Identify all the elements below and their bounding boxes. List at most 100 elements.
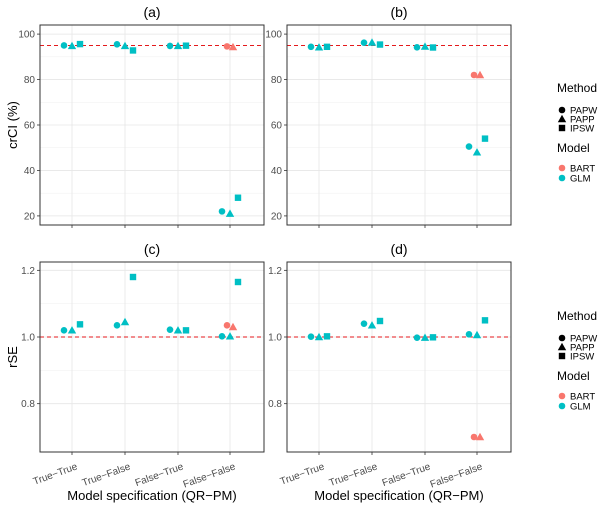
legend-marker-glm: [558, 174, 566, 182]
legend-layer: MethodPAPWPAPPIPSWModelBARTGLMMethodPAPW…: [557, 81, 597, 413]
data-point-bart-papw: [470, 433, 478, 441]
y-tick-label: 20: [271, 211, 283, 222]
y-tick-label: 60: [271, 121, 283, 132]
data-point-glm-papw: [113, 41, 121, 48]
data-point-bart-papw: [223, 322, 231, 329]
x-tick-label: True−False: [328, 461, 380, 489]
data-point-glm-papp: [420, 333, 430, 341]
y-tick-label: 60: [24, 121, 36, 132]
data-point-glm-papp: [314, 332, 324, 341]
data-point-bart-papw: [223, 43, 231, 50]
data-point-glm-papw: [113, 322, 121, 329]
data-point-glm-papw: [307, 333, 315, 340]
panel--b-: (b) 20 40 60 80 100: [265, 4, 512, 228]
x-tick-label: False−True: [381, 461, 433, 489]
data-point-glm-ipsw: [129, 273, 137, 281]
legend-marker-papw: [558, 334, 566, 342]
data-point-glm-papp: [472, 330, 482, 339]
legend-label-ipsw: IPSW: [570, 124, 594, 135]
x-tick-label: True−False: [81, 461, 133, 489]
y-tick-label: 40: [24, 166, 36, 177]
data-point-glm-papw: [413, 334, 421, 341]
legend-marker-bart: [558, 164, 566, 172]
data-point-glm-ipsw: [481, 317, 489, 324]
data-point-glm-papw: [465, 143, 473, 150]
x-tick-label: True−True: [32, 461, 80, 487]
y-tick-label: 80: [271, 75, 283, 86]
data-point-glm-papp: [367, 321, 377, 329]
data-point-glm-papw: [360, 39, 368, 47]
legend-marker-ipsw: [558, 124, 566, 132]
data-point-glm-papp: [420, 42, 430, 50]
panel-border: [39, 261, 265, 453]
legend-marker-papp: [557, 114, 567, 123]
x-tick-label: True−True: [279, 461, 327, 487]
data-point-glm-papw: [360, 320, 368, 327]
x-axis-title-right: Model specification (QR−PM): [314, 488, 483, 503]
data-point-glm-papw: [465, 331, 473, 338]
panel-title: (c): [144, 241, 160, 257]
legend-label-papp: PAPP: [570, 343, 595, 354]
data-point-glm-ipsw: [323, 43, 331, 51]
panel-title: (a): [143, 4, 160, 20]
data-point-glm-ipsw: [376, 317, 384, 325]
legend-marker-bart: [558, 392, 566, 400]
data-point-bart-papp: [228, 322, 238, 331]
data-point-bart-papp: [475, 432, 485, 441]
legend-label-papw: PAPW: [570, 106, 597, 117]
data-point-glm-papw: [218, 208, 226, 215]
y-axis-titles: crCI (%) rSE: [5, 101, 20, 368]
data-point-glm-papw: [413, 43, 421, 51]
legend-marker-papp: [557, 342, 567, 351]
legend-label-ipsw: IPSW: [570, 352, 594, 363]
panels-layer: (a) 20 40 60 80 100 (b) 20 40 60 80 100 (c) 0.8 1.0 1.2…: [18, 4, 512, 491]
legend-model-title: Model: [557, 141, 590, 155]
data-point-glm-ipsw: [76, 321, 84, 328]
data-point-glm-ipsw: [182, 42, 190, 49]
data-point-glm-papp: [314, 43, 324, 51]
y-tick-label: 1.0: [21, 333, 35, 344]
legend-model-title: Model: [557, 369, 590, 383]
y-tick-label: 1.2: [21, 266, 35, 277]
data-point-glm-papp: [173, 326, 183, 334]
data-point-bart-papw: [470, 71, 478, 79]
data-point-glm-papw: [60, 42, 68, 49]
data-point-glm-papp: [472, 148, 482, 156]
y-tick-label: 0.8: [268, 399, 282, 410]
data-point-glm-ipsw: [129, 47, 137, 54]
y-tick-label: 100: [265, 30, 282, 41]
data-point-bart-papp: [475, 70, 485, 79]
y-tick-label: 40: [271, 166, 283, 177]
y-tick-label: 1.2: [268, 266, 282, 277]
data-point-glm-ipsw: [376, 41, 384, 48]
panel-border: [286, 24, 512, 226]
data-point-glm-ipsw: [234, 278, 242, 286]
x-axis-titles: Model specification (QR−PM) Model specif…: [67, 488, 483, 503]
x-tick-label: False−False: [182, 461, 238, 490]
data-point-glm-ipsw: [429, 44, 437, 51]
data-point-glm-ipsw: [323, 333, 331, 340]
panel-border: [286, 261, 512, 453]
data-point-glm-papw: [166, 42, 174, 50]
data-point-bart-papp: [228, 42, 238, 51]
panel--c-: (c) 0.8 1.0 1.2 True−True True−False False−Tru…: [21, 241, 265, 491]
data-point-glm-papw: [307, 43, 315, 51]
y-axis-title-rse: rSE: [5, 346, 20, 368]
legend-label-papp: PAPP: [570, 115, 595, 126]
legend-marker-ipsw: [558, 352, 566, 360]
legend-label-glm: GLM: [570, 174, 591, 185]
y-tick-label: 0.8: [21, 399, 35, 410]
legend-marker-glm: [558, 402, 566, 410]
data-point-glm-papp: [173, 41, 183, 50]
legend-label-glm: GLM: [570, 402, 591, 413]
data-point-glm-papp: [120, 41, 130, 50]
data-point-glm-papw: [166, 326, 174, 333]
legend-method-title: Method: [557, 81, 597, 95]
panel-border: [39, 24, 265, 226]
y-tick-label: 1.0: [268, 333, 282, 344]
panel--a-: (a) 20 40 60 80 100: [18, 4, 265, 228]
legend-marker-papw: [558, 106, 566, 114]
